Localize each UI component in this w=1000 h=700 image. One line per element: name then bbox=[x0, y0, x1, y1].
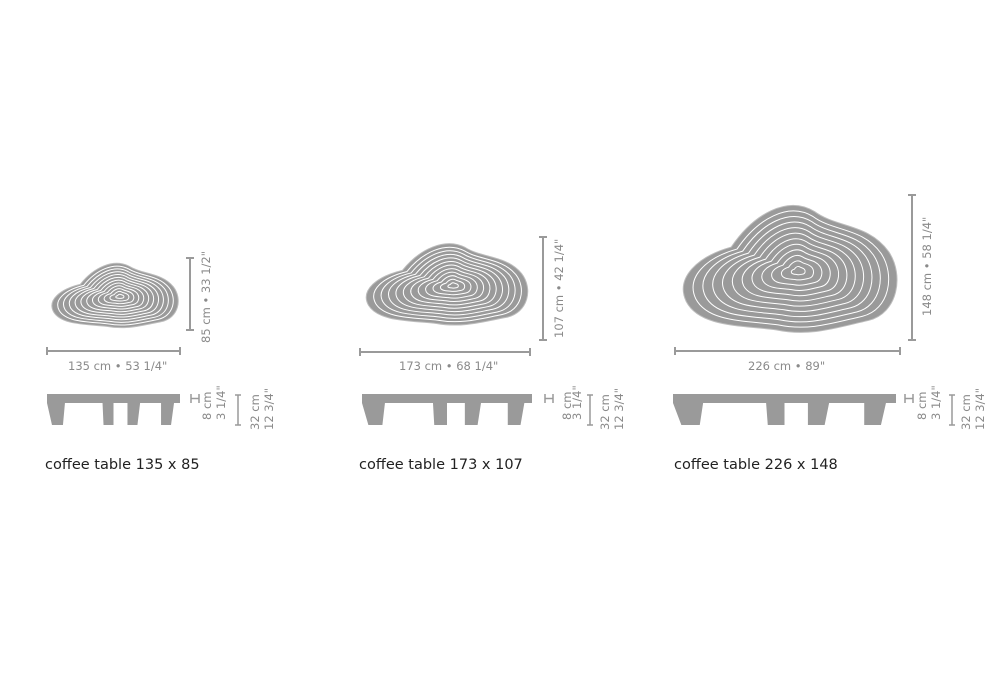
height-dimension-line bbox=[949, 394, 955, 426]
depth-dimension-line bbox=[186, 257, 194, 331]
table-side-view bbox=[362, 394, 532, 425]
top-thickness-marker bbox=[904, 394, 914, 403]
top-height-cm: 8 cm bbox=[200, 391, 214, 421]
depth-dimension-line bbox=[908, 194, 916, 341]
contour-line bbox=[752, 244, 839, 295]
contour-line bbox=[75, 275, 158, 317]
contour-line bbox=[781, 261, 813, 280]
contour-line bbox=[58, 266, 174, 325]
contour-line bbox=[116, 294, 124, 298]
contour-line bbox=[732, 233, 855, 306]
table-top-view bbox=[52, 263, 178, 327]
height-in: 12 3/4" bbox=[612, 387, 626, 430]
width-dimension-line bbox=[674, 347, 901, 355]
depth-label: 107 cm • 42 1/4" bbox=[552, 238, 566, 338]
top-height-in: 3 1/4" bbox=[214, 385, 228, 420]
width-label: 173 cm • 68 1/4" bbox=[399, 359, 499, 373]
height-cm: 32 cm bbox=[248, 394, 262, 430]
contour-line bbox=[374, 247, 522, 321]
contour-line bbox=[81, 277, 154, 314]
table-top-shape bbox=[52, 263, 178, 327]
contour-line bbox=[693, 211, 889, 327]
caption: coffee table 173 x 107 bbox=[359, 457, 523, 473]
top-thickness-marker bbox=[190, 394, 200, 403]
contour-line bbox=[440, 279, 464, 291]
top-height-in: 3 1/4" bbox=[570, 385, 584, 420]
contour-line bbox=[772, 255, 822, 285]
width-dimension-line bbox=[359, 348, 531, 356]
width-label: 226 cm • 89" bbox=[748, 359, 826, 373]
depth-label: 148 cm • 58 1/4" bbox=[920, 216, 934, 316]
height-dimension-line bbox=[235, 394, 241, 426]
contour-line bbox=[403, 261, 496, 308]
contour-line bbox=[703, 217, 880, 322]
contour-line bbox=[389, 254, 509, 315]
table-side-view bbox=[47, 394, 180, 425]
height-dimension-line bbox=[587, 394, 593, 426]
width-dimension-line bbox=[46, 347, 181, 355]
contour-line bbox=[64, 269, 169, 322]
contour-line bbox=[104, 289, 134, 304]
width-label: 135 cm • 53 1/4" bbox=[68, 359, 168, 373]
contour-line bbox=[448, 283, 458, 288]
caption: coffee table 135 x 85 bbox=[45, 457, 200, 473]
contour-line bbox=[93, 283, 144, 309]
contour-line bbox=[791, 266, 805, 274]
contour-line bbox=[433, 276, 471, 295]
contour-line bbox=[723, 228, 864, 312]
table-top-view bbox=[366, 244, 527, 325]
contour-line bbox=[418, 269, 483, 302]
contour-line bbox=[426, 272, 478, 298]
contour-line bbox=[396, 258, 503, 312]
contour-line bbox=[98, 286, 138, 307]
height-in: 12 3/4" bbox=[973, 387, 987, 430]
contour-line bbox=[742, 239, 847, 301]
contour-line bbox=[69, 272, 163, 320]
contour-line bbox=[381, 251, 515, 319]
contour-line bbox=[411, 265, 490, 305]
table-top-view bbox=[683, 205, 897, 332]
depth-dimension-line bbox=[539, 236, 547, 341]
height-cm: 32 cm bbox=[959, 394, 973, 430]
height-in: 12 3/4" bbox=[262, 387, 276, 430]
contour-line bbox=[713, 222, 872, 317]
table-top-shape bbox=[683, 205, 897, 332]
contour-line bbox=[87, 280, 149, 312]
height-cm: 32 cm bbox=[598, 394, 612, 430]
table-top-shape bbox=[366, 244, 527, 325]
top-height-cm: 8 cm bbox=[915, 391, 929, 421]
contour-line bbox=[762, 250, 830, 291]
top-height-in: 3 1/4" bbox=[929, 385, 943, 420]
depth-label: 85 cm • 33 1/2" bbox=[199, 251, 213, 343]
top-thickness-marker bbox=[544, 394, 554, 403]
table-side-view bbox=[673, 394, 896, 425]
caption: coffee table 226 x 148 bbox=[674, 457, 838, 473]
contour-line bbox=[110, 291, 129, 301]
